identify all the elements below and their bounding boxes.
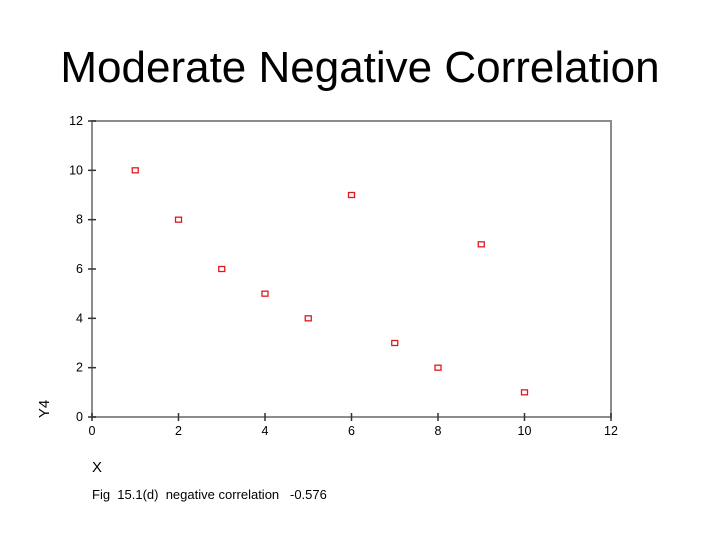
- x-tick-label: 10: [518, 424, 532, 438]
- data-point: [304, 315, 312, 322]
- y-axis-title: Y4: [36, 400, 53, 418]
- figure-caption: Fig 15.1(d) negative correlation -0.576: [92, 487, 327, 502]
- x-axis: 0 2 4 6 8 10 12: [89, 413, 618, 438]
- data-point: [174, 216, 183, 223]
- y-tick-label: 2: [76, 361, 83, 375]
- y-tick-label: 10: [69, 163, 83, 177]
- data-point: [347, 191, 356, 199]
- y-tick-label: 8: [76, 213, 83, 227]
- x-tick-label: 4: [262, 424, 269, 438]
- x-tick-label: 0: [89, 424, 96, 438]
- y-tick-label: 12: [69, 114, 83, 128]
- data-points: [131, 167, 529, 396]
- y-tick-label: 4: [76, 311, 83, 325]
- x-tick-label: 8: [435, 424, 442, 438]
- data-point: [391, 339, 399, 347]
- slide-title: Moderate Negative Correlation: [60, 43, 660, 92]
- x-tick-label: 2: [175, 424, 182, 438]
- plot-frame: [91, 120, 612, 418]
- y-tick-label: 6: [76, 262, 83, 276]
- data-point: [218, 265, 226, 273]
- y-tick-label: 0: [76, 410, 83, 424]
- data-point: [477, 241, 485, 248]
- y-axis: 0 2 4 6 8 10 12: [69, 114, 96, 424]
- data-point: [520, 389, 529, 396]
- x-axis-title: X: [92, 459, 102, 476]
- x-tick-label: 12: [604, 424, 618, 438]
- data-point: [131, 167, 139, 174]
- x-tick-label: 6: [348, 424, 355, 438]
- data-point: [261, 290, 269, 297]
- data-point: [434, 364, 442, 371]
